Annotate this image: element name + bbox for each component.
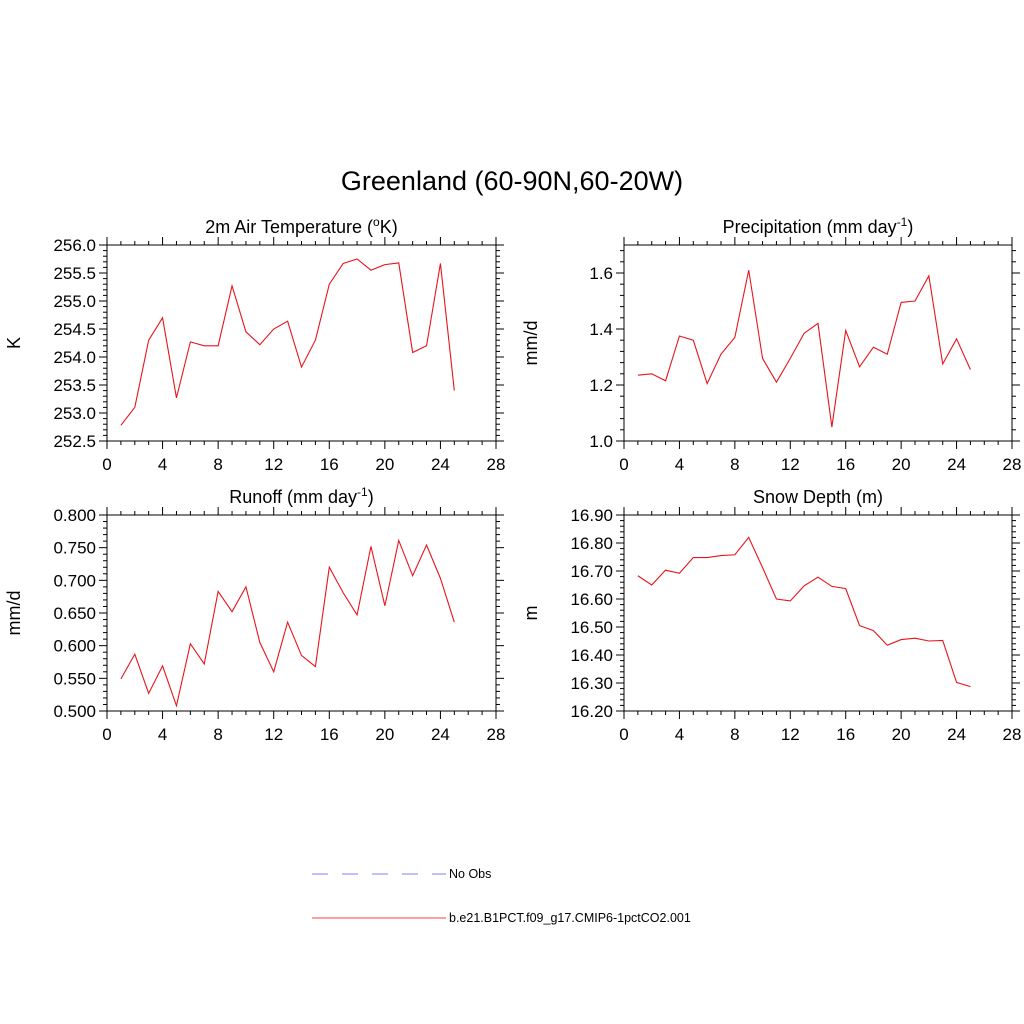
x-tick-label: 28 [487,455,506,474]
x-tick-label: 12 [264,455,283,474]
legend-entry-model: b.e21.B1PCT.f09_g17.CMIP6-1pctCO2.001 [312,911,691,925]
x-tick-label: 0 [619,725,628,744]
x-tick-label: 8 [730,455,739,474]
x-tick-label: 20 [892,455,911,474]
series-line-precipitation [637,270,971,428]
x-tick-label: 24 [947,725,966,744]
y-tick-label: 252.5 [53,432,96,451]
x-tick-label: 0 [102,725,111,744]
y-tick-label: 1.2 [589,376,613,395]
panel-precipitation: Precipitation (mm day-1) mm/d 0 4 8 12 16 20 24 2… [521,215,1021,474]
legend-entry-no-obs: No Obs [312,867,491,881]
y-tick-label: 16.50 [570,618,613,637]
panel-runoff: Runoff (mm day-1) mm/d 0 4 8 12 16 20 24 28 0.500 0… [4,485,505,744]
y-tick-label: 254.5 [53,320,96,339]
x-tick-label: 8 [213,725,222,744]
x-tick-label: 20 [375,455,394,474]
x-tick-label: 20 [892,725,911,744]
y-tick-label: 254.0 [53,348,96,367]
legend: No Obs b.e21.B1PCT.f09_g17.CMIP6-1pctCO2… [312,867,691,925]
y-tick-label: 0.650 [53,604,96,623]
x-tick-label: 24 [947,455,966,474]
panel-title: 2m Air Temperature (oK) [205,215,397,237]
x-tick-label: 4 [675,725,684,744]
legend-label-model: b.e21.B1PCT.f09_g17.CMIP6-1pctCO2.001 [449,911,691,925]
x-tick-label: 12 [781,455,800,474]
x-tick-label: 0 [102,455,111,474]
y-tick-label: 0.550 [53,669,96,688]
y-tick-label: 255.0 [53,292,96,311]
x-tick-label: 16 [320,455,339,474]
y-axis-label: m [521,606,541,621]
figure-title: Greenland (60-90N,60-20W) [341,166,683,196]
y-tick-label: 1.6 [589,264,613,283]
y-tick-label: 256.0 [53,236,96,255]
panel-snow-depth: Snow Depth (m) m 0 4 8 12 16 20 24 28 16.20 16.30 16… [521,487,1021,744]
y-tick-label: 0.600 [53,637,96,656]
x-tick-label: 4 [675,455,684,474]
y-tick-label: 16.70 [570,562,613,581]
panel-title: Runoff (mm day-1) [229,485,373,507]
y-axis-label: mm/d [521,321,541,366]
y-tick-label: 16.20 [570,702,613,721]
y-tick-label: 0.750 [53,539,96,558]
y-tick-label: 253.0 [53,404,96,423]
y-tick-label: 16.60 [570,590,613,609]
series-line-temperature [120,258,455,426]
y-tick-label: 16.90 [570,506,613,525]
y-tick-label: 0.800 [53,506,96,525]
y-tick-label: 16.80 [570,534,613,553]
panel-title: Snow Depth (m) [753,487,883,507]
x-tick-label: 16 [836,725,855,744]
x-tick-label: 4 [158,725,167,744]
y-tick-label: 0.500 [53,702,96,721]
y-tick-label: 16.30 [570,674,613,693]
x-tick-label: 24 [431,725,450,744]
plot-frame [106,514,497,712]
x-tick-label: 28 [1003,725,1022,744]
panels: 2m Air Temperature (oK) K 0 4 8 12 16 20 24 28 252… [4,215,1021,744]
panel-title: Precipitation (mm day-1) [723,215,914,237]
panel-temperature: 2m Air Temperature (oK) K 0 4 8 12 16 20 24 28 252… [4,215,505,474]
y-tick-label: 1.0 [589,432,613,451]
x-tick-label: 16 [836,455,855,474]
x-tick-label: 12 [781,725,800,744]
x-tick-label: 4 [158,455,167,474]
x-tick-label: 16 [320,725,339,744]
x-tick-label: 24 [431,455,450,474]
y-axis-label: mm/d [4,591,24,636]
x-tick-label: 20 [375,725,394,744]
x-tick-label: 28 [1003,455,1022,474]
series-line-runoff [120,538,455,708]
plot-frame [623,514,1013,712]
x-tick-label: 8 [213,455,222,474]
legend-label-no-obs: No Obs [449,867,491,881]
y-tick-label: 1.4 [589,320,613,339]
plot-frame [106,244,497,442]
x-tick-label: 0 [619,455,628,474]
y-tick-label: 255.5 [53,264,96,283]
y-tick-label: 0.700 [53,571,96,590]
x-tick-label: 12 [264,725,283,744]
y-tick-label: 16.40 [570,646,613,665]
x-tick-label: 28 [487,725,506,744]
x-tick-label: 8 [730,725,739,744]
series-line-snow-depth [637,536,971,688]
y-axis-label: K [4,337,24,349]
y-tick-label: 253.5 [53,376,96,395]
